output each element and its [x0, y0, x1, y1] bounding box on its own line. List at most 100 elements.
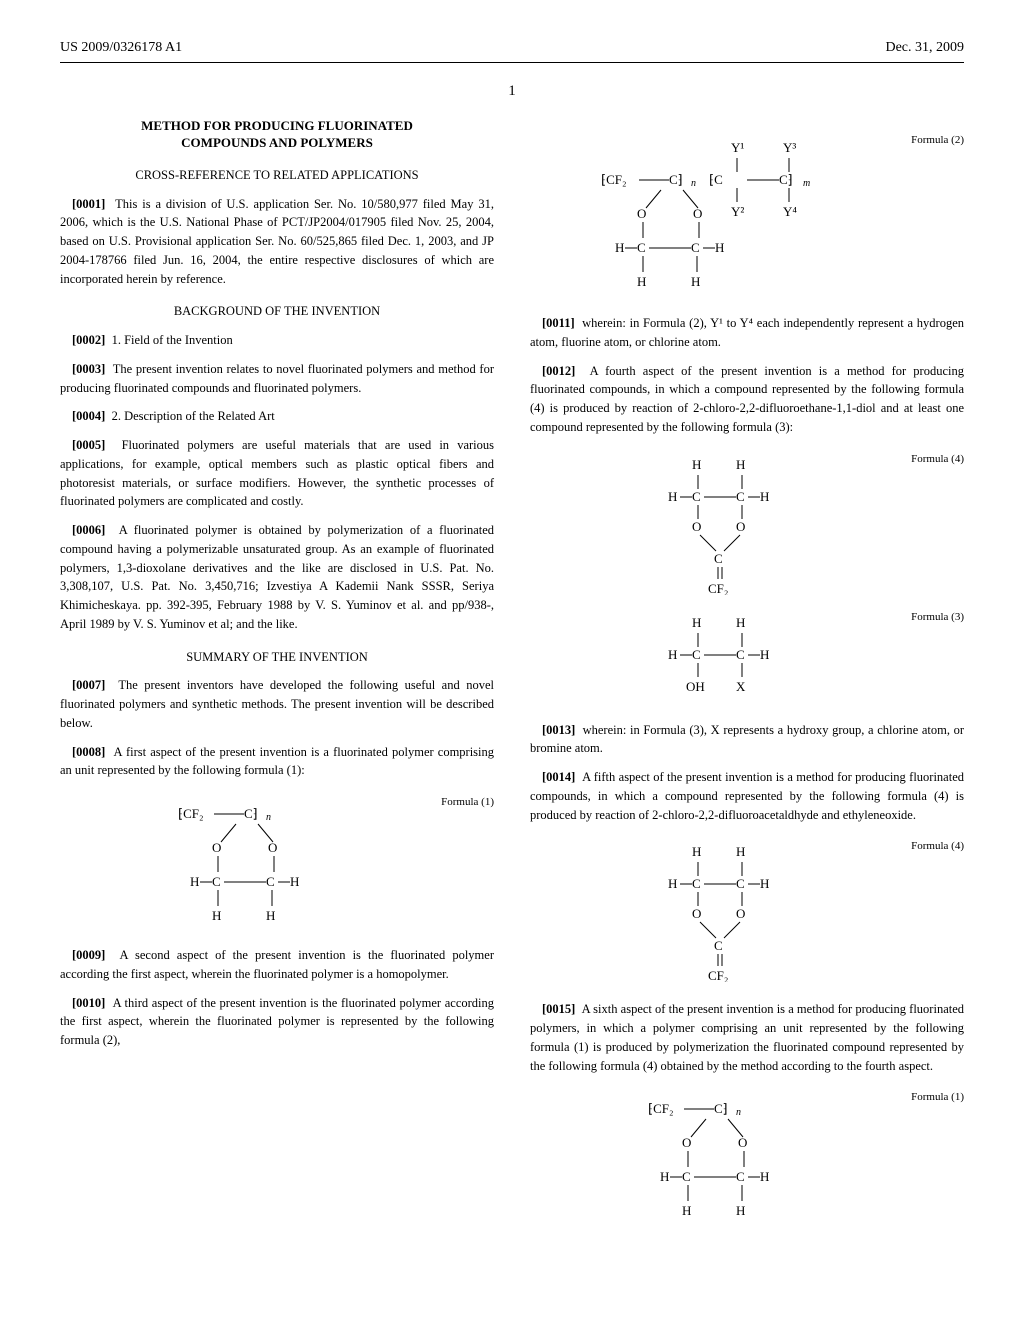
svg-text:O: O: [692, 519, 701, 534]
svg-text:H: H: [736, 1203, 745, 1218]
svg-text:C⁆: C⁆: [244, 806, 258, 821]
paragraph-0005: [0005] Fluorinated polymers are useful m…: [60, 436, 494, 511]
para-num: [0012]: [542, 364, 575, 378]
svg-text:H: H: [736, 457, 745, 472]
paragraph-0002: [0002] 1. Field of the Invention: [60, 331, 494, 350]
para-num: [0011]: [542, 316, 575, 330]
svg-text:O: O: [212, 840, 221, 855]
svg-text:H: H: [760, 489, 769, 504]
svg-text:C: C: [692, 876, 701, 891]
svg-text:H: H: [736, 615, 745, 630]
paragraph-0011: [0011] wherein: in Formula (2), Y¹ to Y⁴…: [530, 314, 964, 352]
para-text: Fluorinated polymers are useful material…: [60, 438, 494, 508]
svg-text:H: H: [736, 844, 745, 859]
formula-3-label: Formula (3): [911, 609, 964, 626]
svg-text:Y¹: Y¹: [731, 140, 744, 155]
svg-text:⁅CF₂: ⁅CF₂: [601, 172, 627, 187]
svg-text:C⁆: C⁆: [714, 1101, 728, 1116]
svg-text:C: C: [691, 240, 700, 255]
svg-text:H: H: [637, 274, 646, 289]
formula-1b-structure: ⁅CF₂ C⁆ n O O H C C: [636, 1093, 806, 1223]
para-num: [0009]: [72, 948, 105, 962]
svg-text:C⁆: C⁆: [669, 172, 683, 187]
svg-text:O: O: [268, 840, 277, 855]
svg-text:H: H: [692, 457, 701, 472]
publication-number: US 2009/0326178 A1: [60, 40, 182, 56]
formula-4b: Formula (4) H H H C C H: [530, 842, 964, 982]
formula-1-structure: ⁅CF₂ C⁆ n O O H C C: [166, 798, 336, 928]
paragraph-0008: [0008] A first aspect of the present inv…: [60, 743, 494, 781]
svg-text:O: O: [682, 1135, 691, 1150]
patent-title: METHOD FOR PRODUCING FLUORINATED COMPOUN…: [60, 118, 494, 152]
formula-2-label: Formula (2): [911, 132, 964, 149]
formula-1b-label: Formula (1): [911, 1089, 964, 1106]
svg-text:C: C: [682, 1169, 691, 1184]
left-column: METHOD FOR PRODUCING FLUORINATED COMPOUN…: [60, 118, 494, 1241]
formula-2-structure: Y¹ Y³ ⁅CF₂ C⁆ n ⁅C C⁆ m Y²: [591, 136, 851, 296]
formula-1: Formula (1) ⁅CF₂ C⁆ n O O H: [60, 798, 494, 928]
svg-text:H: H: [266, 908, 275, 923]
svg-text:Y⁴: Y⁴: [783, 204, 797, 219]
svg-text:Y³: Y³: [783, 140, 796, 155]
para-text: The present invention relates to novel f…: [60, 362, 494, 395]
svg-text:O: O: [637, 206, 646, 221]
para-text: A fifth aspect of the present invention …: [530, 770, 964, 822]
section-background: BACKGROUND OF THE INVENTION: [60, 302, 494, 321]
section-cross-ref: CROSS-REFERENCE TO RELATED APPLICATIONS: [60, 166, 494, 185]
para-num: [0014]: [542, 770, 575, 784]
paragraph-0004: [0004] 2. Description of the Related Art: [60, 407, 494, 426]
svg-text:O: O: [693, 206, 702, 221]
svg-text:O: O: [738, 1135, 747, 1150]
svg-text:H: H: [760, 876, 769, 891]
formula-1-label: Formula (1): [441, 794, 494, 811]
page-number: 1: [60, 83, 964, 100]
para-num: [0015]: [542, 1002, 575, 1016]
svg-text:C: C: [714, 551, 723, 566]
svg-text:C: C: [637, 240, 646, 255]
paragraph-0015: [0015] A sixth aspect of the present inv…: [530, 1000, 964, 1075]
paragraph-0010: [0010] A third aspect of the present inv…: [60, 994, 494, 1050]
para-text: A first aspect of the present invention …: [60, 745, 494, 778]
para-text: 2. Description of the Related Art: [112, 409, 275, 423]
svg-text:H: H: [692, 615, 701, 630]
svg-text:C: C: [736, 1169, 745, 1184]
para-text: A fourth aspect of the present invention…: [530, 364, 964, 434]
svg-text:H: H: [668, 876, 677, 891]
paragraph-0006: [0006] A fluorinated polymer is obtained…: [60, 521, 494, 634]
svg-text:C: C: [736, 489, 745, 504]
para-num: [0004]: [72, 409, 105, 423]
two-column-layout: METHOD FOR PRODUCING FLUORINATED COMPOUN…: [60, 118, 964, 1241]
publication-date: Dec. 31, 2009: [885, 40, 964, 56]
svg-text:⁅C: ⁅C: [709, 172, 723, 187]
formula-4a-label: Formula (4): [911, 451, 964, 468]
paragraph-0013: [0013] wherein: in Formula (3), X repres…: [530, 721, 964, 759]
svg-text:H: H: [668, 489, 677, 504]
para-text: The present inventors have developed the…: [60, 678, 494, 730]
svg-text:C: C: [714, 938, 723, 953]
title-line-1: METHOD FOR PRODUCING FLUORINATED: [141, 118, 413, 133]
formula-2: Formula (2) Y¹ Y³ ⁅CF₂ C⁆ n ⁅C C⁆: [530, 136, 964, 296]
para-num: [0001]: [72, 197, 105, 211]
svg-text:H: H: [692, 844, 701, 859]
paragraph-0001: [0001] This is a division of U.S. applic…: [60, 195, 494, 289]
svg-text:H: H: [760, 647, 769, 662]
header-rule: [60, 62, 964, 63]
svg-text:n: n: [736, 1107, 741, 1118]
svg-text:H: H: [290, 874, 299, 889]
paragraph-0007: [0007] The present inventors have develo…: [60, 676, 494, 732]
svg-text:H: H: [212, 908, 221, 923]
svg-text:H: H: [691, 274, 700, 289]
svg-text:m: m: [803, 178, 810, 189]
para-text: A sixth aspect of the present invention …: [530, 1002, 964, 1072]
svg-text:H: H: [668, 647, 677, 662]
paragraph-0009: [0009] A second aspect of the present in…: [60, 946, 494, 984]
svg-text:Y²: Y²: [731, 204, 744, 219]
right-column: Formula (2) Y¹ Y³ ⁅CF₂ C⁆ n ⁅C C⁆: [530, 118, 964, 1241]
svg-text:H: H: [715, 240, 724, 255]
svg-text:CF₂: CF₂: [708, 968, 728, 982]
svg-text:H: H: [660, 1169, 669, 1184]
svg-text:H: H: [615, 240, 624, 255]
para-num: [0008]: [72, 745, 105, 759]
para-text: wherein: in Formula (3), X represents a …: [530, 723, 964, 756]
para-num: [0013]: [542, 723, 575, 737]
